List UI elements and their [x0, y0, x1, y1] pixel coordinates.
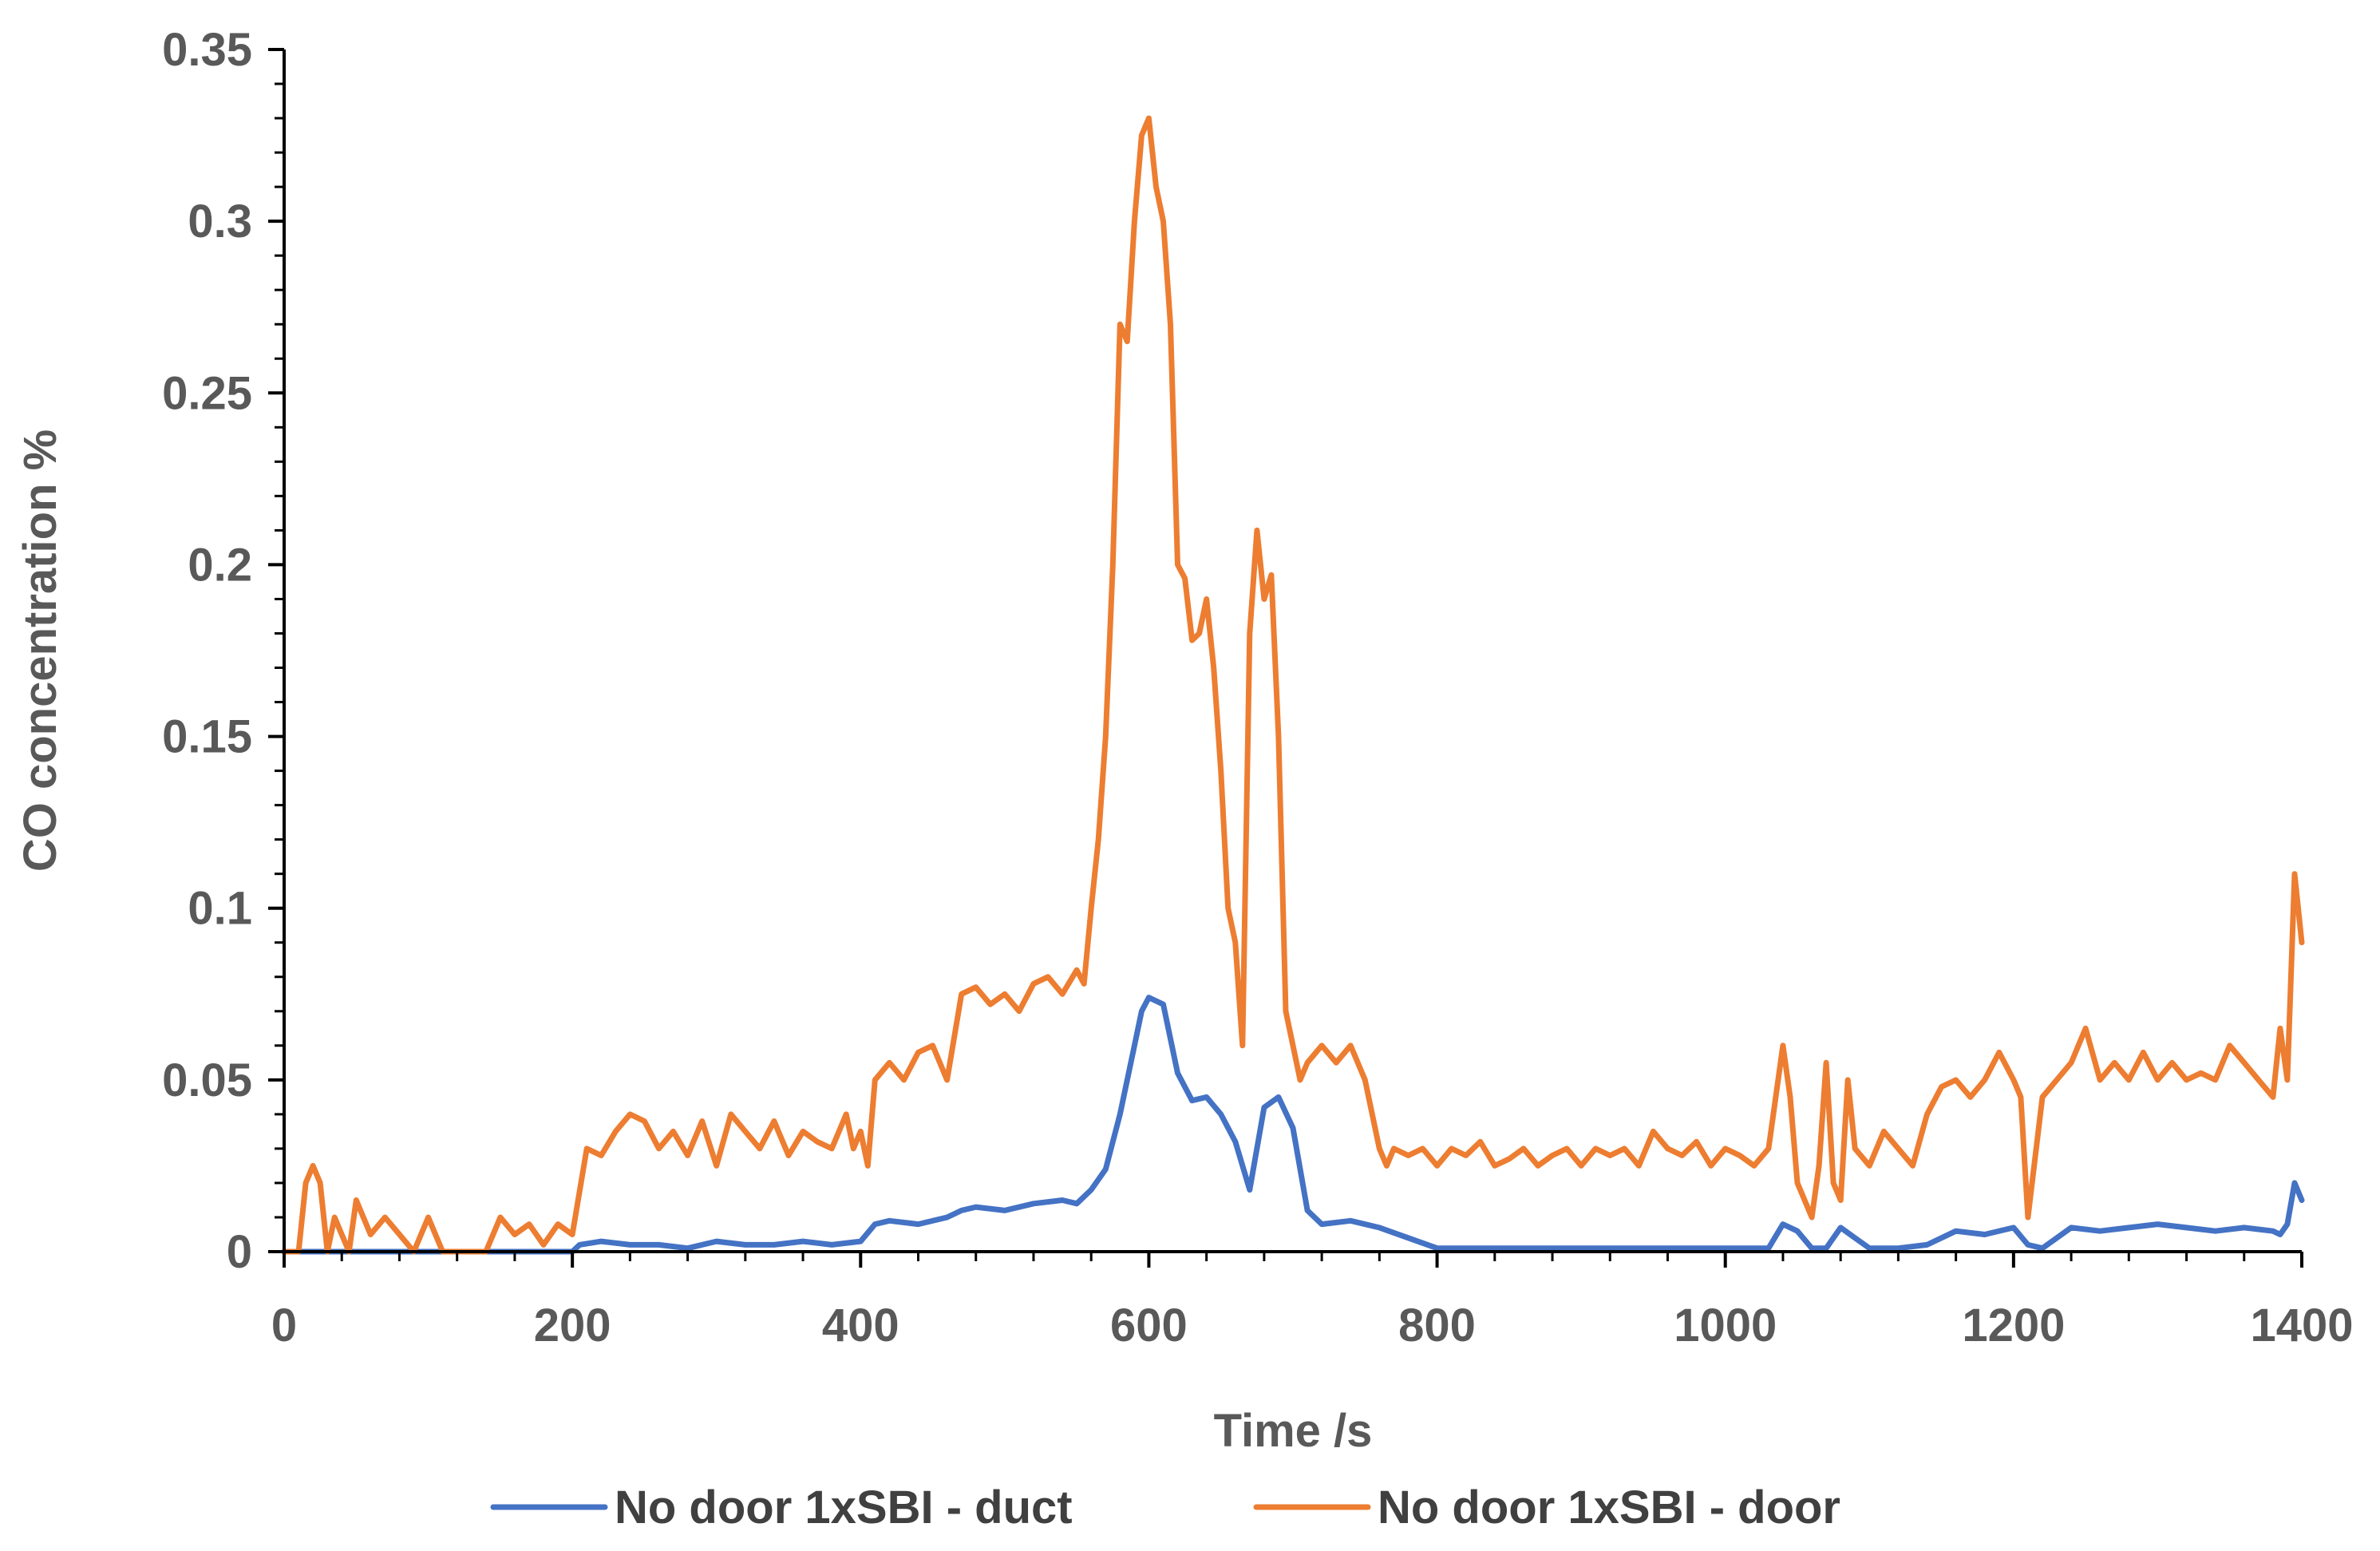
ticks-layer: 0 0.05 0.1 0.15 0.2 0.25 0.3 0.35 0 200 400 600 800 1… [162, 24, 2353, 1351]
legend-label-1: No door 1xSBI - duct [615, 1482, 1073, 1533]
y-tick-label: 0.3 [188, 196, 252, 247]
y-tick-label: 0.25 [162, 367, 252, 419]
x-tick-label: 1200 [1962, 1300, 2065, 1351]
x-tick-label: 400 [822, 1300, 899, 1351]
axes-layer [283, 49, 2302, 1253]
y-axis-title: CO concentration % [14, 429, 66, 872]
x-tick-label: 0 [271, 1300, 297, 1351]
series-layer [281, 115, 2305, 1255]
x-tick-label: 600 [1110, 1300, 1188, 1351]
legend-label-2: No door 1xSBI - door [1378, 1482, 1840, 1533]
y-tick-label: 0 [227, 1226, 252, 1278]
series-line-2 [281, 115, 2305, 1255]
x-tick-label: 1400 [2250, 1300, 2353, 1351]
y-tick-label: 0.05 [162, 1054, 252, 1106]
x-tick-label: 1000 [1674, 1300, 1777, 1351]
y-tick-label: 0.2 [188, 539, 252, 591]
y-tick-label: 0.35 [162, 24, 252, 76]
y-tick-label: 0.1 [188, 883, 252, 935]
y-tick-label: 0.15 [162, 711, 252, 763]
series-line-1 [281, 995, 2305, 1255]
x-tick-label: 200 [534, 1300, 611, 1351]
legend: No door 1xSBI - duct No door 1xSBI - door [490, 1482, 1840, 1533]
x-axis-title: Time /s [1214, 1405, 1373, 1457]
x-tick-label: 800 [1398, 1300, 1476, 1351]
